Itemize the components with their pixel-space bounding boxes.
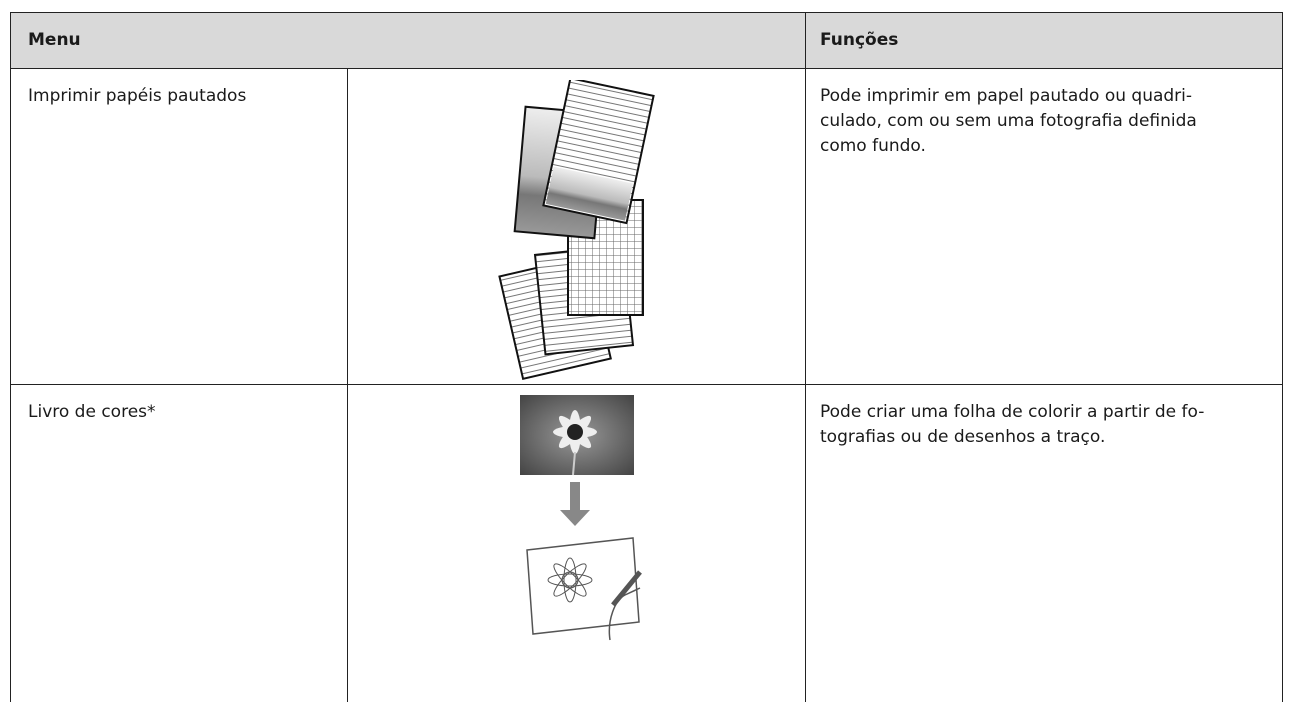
rule: [10, 12, 11, 702]
description-line: tografias ou de desenhos a traço.: [820, 427, 1106, 447]
description-cell: Pode imprimir em papel pautado ou quadri…: [820, 84, 1197, 159]
description-line: culado, com ou sem uma fotografia defini…: [820, 111, 1197, 131]
ruled-paper-illustration: [498, 80, 655, 380]
description-line: Pode criar uma folha de colorir a partir…: [820, 402, 1205, 422]
rule: [1282, 12, 1283, 702]
description-line: Pode imprimir em papel pautado ou quadri…: [820, 86, 1193, 106]
description-cell: Pode criar uma folha de colorir a partir…: [820, 400, 1204, 450]
rule: [10, 384, 1283, 385]
rule: [347, 68, 348, 702]
header-row: [10, 12, 1282, 68]
rule: [10, 12, 1283, 13]
header-cell: Funções: [820, 30, 899, 50]
menu-cell: Livro de cores*: [28, 402, 156, 422]
header-cell: Menu: [28, 30, 81, 50]
description-line: como fundo.: [820, 136, 926, 156]
rule: [805, 12, 806, 702]
menu-cell: Imprimir papéis pautados: [28, 86, 247, 106]
coloring-book-illustration: [520, 395, 642, 641]
rule: [10, 68, 1283, 69]
